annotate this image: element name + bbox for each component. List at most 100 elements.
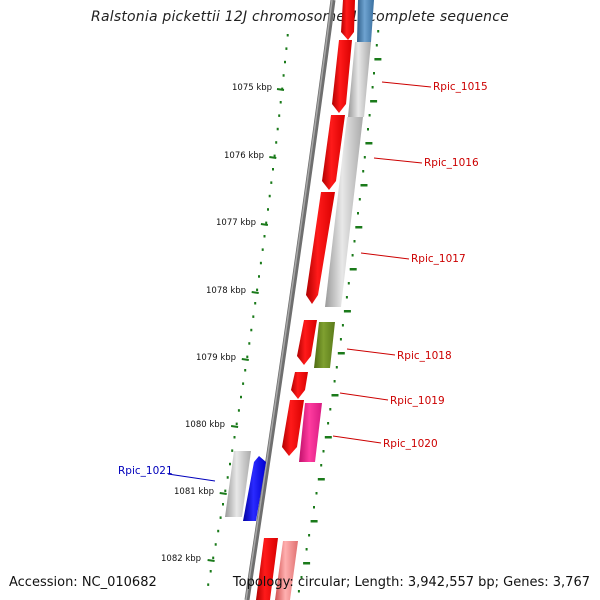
outer-ruler-dot <box>370 100 378 103</box>
ruler-dot <box>279 101 282 104</box>
ruler-label: 1077 kbp <box>216 218 256 228</box>
gene-feature <box>275 541 298 600</box>
ruler-label: 1080 kbp <box>185 420 225 430</box>
outer-ruler-dot <box>310 520 318 523</box>
ruler-major-tick <box>269 156 277 159</box>
outer-ruler-dot <box>362 170 365 173</box>
outer-ruler-dot <box>300 576 303 579</box>
ruler-dot <box>246 355 249 359</box>
gene-label-rpic-1019[interactable]: Rpic_1019 <box>390 395 445 407</box>
gene-label-rpic-1018[interactable]: Rpic_1018 <box>397 350 452 362</box>
gene-label-rpic-1015[interactable]: Rpic_1015 <box>433 81 488 93</box>
gene-track-left <box>225 451 266 521</box>
ruler-dot <box>252 315 255 318</box>
outer-ruler-dot <box>345 296 348 299</box>
ruler-dot <box>275 141 278 144</box>
outer-ruler-dot <box>331 394 339 397</box>
gene-feature[interactable] <box>314 322 335 368</box>
gene-feature[interactable] <box>322 115 345 190</box>
outer-ruler-dot <box>355 226 363 229</box>
ruler-major-tick <box>230 425 239 428</box>
gene-feature[interactable] <box>243 456 266 521</box>
ruler-dot <box>258 275 260 278</box>
ruler-dot <box>212 556 215 560</box>
outer-ruler-dot <box>343 310 351 313</box>
outer-ruler-dot <box>339 338 342 341</box>
outer-ruler-dot <box>322 450 325 453</box>
outer-ruler-dot <box>313 506 315 509</box>
ruler-label: 1079 kbp <box>196 353 236 363</box>
ruler-label: 1076 kbp <box>224 151 264 161</box>
gene-label-rpic-1016[interactable]: Rpic_1016 <box>424 157 479 169</box>
gene-feature[interactable] <box>291 372 308 399</box>
outer-ruler-dot <box>335 366 338 369</box>
ruler-dot <box>263 235 266 238</box>
ruler-label: 1081 kbp <box>174 487 214 497</box>
gene-feature[interactable] <box>282 400 304 456</box>
outer-ruler-dot <box>360 184 368 187</box>
outer-ruler-dot <box>303 562 311 565</box>
ruler-label: 1078 kbp <box>206 286 246 296</box>
gene-labels: Rpic_1015 Rpic_1016 Rpic_1017 Rpic_1018 … <box>118 81 488 477</box>
ruler-label: 1082 kbp <box>161 554 201 564</box>
gene-feature[interactable] <box>348 42 371 117</box>
gene-feature[interactable] <box>299 403 322 462</box>
ruler-dot <box>272 168 274 171</box>
ruler-major-tick <box>260 223 269 226</box>
accession-text: Accession: NC_010682 <box>9 575 157 590</box>
outer-ruler-dot <box>333 380 336 383</box>
gene-feature <box>256 538 278 600</box>
gene-feature[interactable] <box>341 0 355 40</box>
outer-ruler-dot <box>368 114 371 117</box>
outer-ruler-dot <box>320 464 323 467</box>
gene-feature[interactable] <box>332 40 352 113</box>
gene-label-rpic-1021[interactable]: Rpic_1021 <box>118 465 173 477</box>
ruler-dot <box>219 516 222 519</box>
gene-label-rpic-1017[interactable]: Rpic_1017 <box>411 253 466 265</box>
ruler-dot <box>244 369 247 372</box>
ruler-dot <box>285 47 288 50</box>
ruler-dot <box>207 583 210 586</box>
outer-ruler-dot <box>373 72 375 75</box>
outer-ruler-dot <box>371 86 374 89</box>
outer-ruler-dot <box>308 534 311 537</box>
outer-ruler-dot <box>327 422 330 425</box>
gene-feature[interactable] <box>306 192 335 304</box>
outer-ruler-dot <box>337 352 345 355</box>
ruler-major-tick <box>276 88 285 91</box>
ruler-dot <box>276 127 279 131</box>
outer-ruler-dot <box>351 254 354 257</box>
gene-feature[interactable] <box>357 0 374 42</box>
ruler-dot <box>259 261 262 265</box>
gene-feature[interactable] <box>225 451 251 517</box>
outer-ruler-dot <box>329 408 332 411</box>
ruler-dot <box>226 476 229 479</box>
ruler-dot <box>209 570 212 573</box>
ruler-dot <box>240 395 242 399</box>
map-title: Ralstonia pickettii 12J chromosome 1, co… <box>91 9 509 25</box>
outer-ruler-dot <box>347 282 350 285</box>
outer-ruler-dot <box>363 156 366 159</box>
gene-label-rpic-1020[interactable]: Rpic_1020 <box>383 438 438 450</box>
label-leader-lines <box>167 81 432 482</box>
ruler-label: 1075 kbp <box>232 83 272 93</box>
gene-track-inner <box>256 0 355 600</box>
outer-ruler-dot <box>377 30 380 33</box>
ruler-major-tick <box>219 492 227 495</box>
outer-ruler-dot <box>358 198 361 201</box>
ruler-dots <box>207 34 289 586</box>
outer-ruler-dot <box>317 478 325 481</box>
ruler-dot <box>282 74 285 77</box>
gene-feature[interactable] <box>325 117 363 307</box>
outer-ruler-dot <box>357 212 359 215</box>
ruler-major-ticks <box>207 88 285 562</box>
outer-ruler-dot <box>341 324 344 327</box>
ruler-dot <box>237 409 240 412</box>
ruler-major-tick <box>241 358 249 361</box>
gene-feature[interactable] <box>297 320 317 365</box>
outer-ruler-dot <box>324 436 332 439</box>
outer-ruler-dot <box>367 128 369 131</box>
ruler-dot <box>284 60 286 64</box>
ruler-dot <box>214 543 217 546</box>
